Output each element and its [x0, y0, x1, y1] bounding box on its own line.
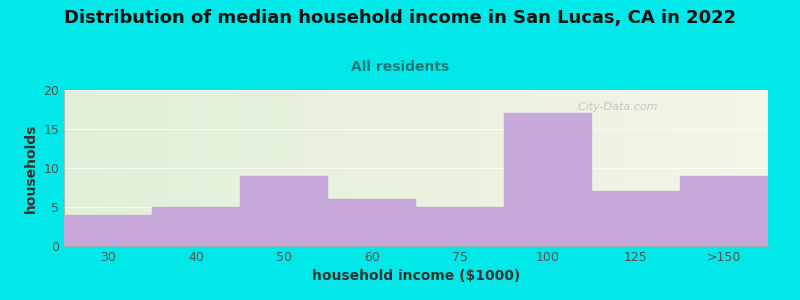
Text: Distribution of median household income in San Lucas, CA in 2022: Distribution of median household income …	[64, 9, 736, 27]
Text: All residents: All residents	[351, 60, 449, 74]
Bar	[416, 207, 504, 246]
Bar	[240, 176, 328, 246]
Bar	[504, 113, 592, 246]
Bar	[64, 215, 152, 246]
Bar	[328, 199, 416, 246]
Y-axis label: households: households	[24, 123, 38, 213]
X-axis label: household income ($1000): household income ($1000)	[312, 269, 520, 284]
Bar	[152, 207, 240, 246]
Bar	[592, 191, 680, 246]
Bar	[680, 176, 768, 246]
Text: City-Data.com: City-Data.com	[571, 103, 658, 112]
